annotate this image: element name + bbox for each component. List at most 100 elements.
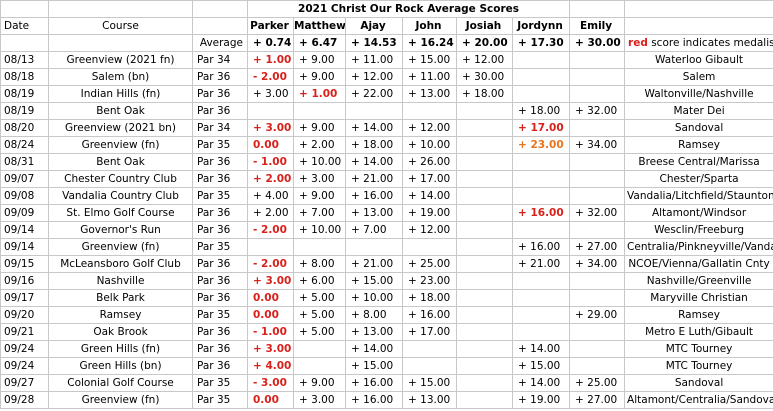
date-cell[interactable]: 09/16 [0, 272, 49, 290]
score-cell-ajay[interactable]: + 8.00 [345, 306, 403, 324]
course-cell[interactable]: Indian Hills (fn) [48, 85, 193, 103]
header-player-jordynn[interactable]: Jordynn [511, 17, 571, 35]
header-course[interactable]: Course [48, 17, 193, 35]
score-cell-ajay[interactable]: + 21.00 [345, 255, 403, 273]
opponent-cell[interactable]: Sandoval [624, 374, 773, 392]
average-label[interactable]: Average [192, 34, 248, 52]
opponent-cell[interactable]: Sandoval [624, 119, 773, 137]
score-cell-parker[interactable]: + 3.00 [247, 340, 294, 358]
score-cell-matthew[interactable]: + 9.00 [293, 51, 346, 69]
score-cell-john[interactable]: + 12.00 [402, 119, 457, 137]
score-cell-matthew[interactable]: + 5.00 [293, 306, 346, 324]
par-cell[interactable]: Par 36 [192, 221, 248, 239]
score-cell-jordynn[interactable] [511, 187, 571, 205]
score-cell-josiah[interactable] [456, 136, 513, 154]
score-cell-parker[interactable]: + 3.00 [247, 119, 294, 137]
score-cell-parker[interactable]: - 2.00 [247, 221, 294, 239]
date-cell[interactable]: 09/14 [0, 221, 49, 239]
score-cell-josiah[interactable] [456, 204, 513, 222]
score-cell-jordynn[interactable] [511, 323, 571, 341]
average-emily[interactable]: + 30.00 [569, 34, 626, 52]
score-cell-jordynn[interactable] [511, 221, 571, 239]
score-cell-josiah[interactable] [456, 374, 513, 392]
score-cell-john[interactable]: + 16.00 [402, 306, 457, 324]
par-cell[interactable]: Par 35 [192, 374, 248, 392]
score-cell-john[interactable]: + 23.00 [402, 272, 457, 290]
score-cell-josiah[interactable] [456, 391, 513, 409]
score-cell-matthew[interactable]: + 5.00 [293, 289, 346, 307]
sheet-title[interactable]: 2021 Christ Our Rock Average Scores [246, 0, 571, 18]
date-cell[interactable]: 09/08 [0, 187, 49, 205]
score-cell-josiah[interactable] [456, 323, 513, 341]
par-cell[interactable]: Par 35 [192, 136, 248, 154]
score-cell-matthew[interactable]: + 9.00 [293, 374, 346, 392]
score-cell-josiah[interactable] [456, 238, 513, 256]
opponent-cell[interactable]: Chester/Sparta [624, 170, 773, 188]
score-cell-emily[interactable] [569, 340, 626, 358]
score-cell-parker[interactable]: + 2.00 [247, 204, 294, 222]
date-cell[interactable]: 09/17 [0, 289, 49, 307]
score-cell-emily[interactable]: + 32.00 [569, 204, 626, 222]
score-cell-ajay[interactable]: + 15.00 [345, 357, 403, 375]
score-cell-josiah[interactable]: + 12.00 [456, 51, 513, 69]
score-cell-emily[interactable] [569, 51, 626, 69]
date-cell[interactable]: 09/27 [0, 374, 49, 392]
score-cell-john[interactable]: + 15.00 [402, 374, 457, 392]
score-cell-josiah[interactable] [456, 340, 513, 358]
par-cell[interactable]: Par 35 [192, 391, 248, 409]
course-cell[interactable]: Greenview (2021 bn) [48, 119, 193, 137]
score-cell-emily[interactable]: + 25.00 [569, 374, 626, 392]
score-cell-jordynn[interactable]: + 23.00 [511, 136, 571, 154]
opponent-cell[interactable]: Centralia/Pinkneyville/Vandalia [624, 238, 773, 256]
score-cell-jordynn[interactable]: + 14.00 [511, 340, 571, 358]
score-cell-jordynn[interactable]: + 16.00 [511, 238, 571, 256]
score-cell-john[interactable]: + 26.00 [402, 153, 457, 171]
score-cell-matthew[interactable]: + 10.00 [293, 221, 346, 239]
score-cell-josiah[interactable] [456, 119, 513, 137]
opponent-cell[interactable]: Mater Dei [624, 102, 773, 120]
score-cell-ajay[interactable]: + 7.00 [345, 221, 403, 239]
score-cell-john[interactable] [402, 102, 457, 120]
score-cell-john[interactable]: + 10.00 [402, 136, 457, 154]
par-cell[interactable]: Par 36 [192, 153, 248, 171]
course-cell[interactable]: Oak Brook [48, 323, 193, 341]
score-cell-ajay[interactable]: + 13.00 [345, 204, 403, 222]
score-cell-matthew[interactable]: + 2.00 [293, 136, 346, 154]
score-cell-josiah[interactable] [456, 153, 513, 171]
score-cell-ajay[interactable]: + 16.00 [345, 374, 403, 392]
score-cell-parker[interactable]: + 3.00 [247, 85, 294, 103]
score-cell-ajay[interactable]: + 14.00 [345, 119, 403, 137]
score-cell-josiah[interactable] [456, 102, 513, 120]
score-cell-jordynn[interactable]: + 17.00 [511, 119, 571, 137]
date-cell[interactable]: 09/20 [0, 306, 49, 324]
score-cell-ajay[interactable]: + 12.00 [345, 68, 403, 86]
score-cell-parker[interactable] [247, 102, 294, 120]
score-cell-ajay[interactable]: + 11.00 [345, 51, 403, 69]
score-cell-josiah[interactable] [456, 272, 513, 290]
course-cell[interactable]: Ramsey [48, 306, 193, 324]
score-cell-matthew[interactable]: + 6.00 [293, 272, 346, 290]
score-cell-jordynn[interactable]: + 14.00 [511, 374, 571, 392]
date-cell[interactable]: 09/24 [0, 340, 49, 358]
score-cell-matthew[interactable]: + 3.00 [293, 391, 346, 409]
course-cell[interactable]: Green Hills (bn) [48, 357, 193, 375]
score-cell-emily[interactable]: + 27.00 [569, 391, 626, 409]
score-cell-josiah[interactable]: + 18.00 [456, 85, 513, 103]
average-ajay[interactable]: + 14.53 [345, 34, 403, 52]
opponent-cell[interactable]: Ramsey [624, 136, 773, 154]
score-cell-matthew[interactable]: + 7.00 [293, 204, 346, 222]
score-cell-matthew[interactable]: + 5.00 [293, 323, 346, 341]
score-cell-parker[interactable]: - 3.00 [247, 374, 294, 392]
score-cell-john[interactable]: + 15.00 [402, 51, 457, 69]
course-cell[interactable]: Chester Country Club [48, 170, 193, 188]
score-cell-matthew[interactable] [293, 238, 346, 256]
date-cell[interactable]: 09/15 [0, 255, 49, 273]
course-cell[interactable]: Green Hills (fn) [48, 340, 193, 358]
score-cell-ajay[interactable]: + 14.00 [345, 340, 403, 358]
score-cell-emily[interactable] [569, 68, 626, 86]
par-cell[interactable]: Par 36 [192, 204, 248, 222]
score-cell-parker[interactable] [247, 238, 294, 256]
opponent-cell[interactable]: Altamont/Centralia/Sandoval [624, 391, 773, 409]
score-cell-john[interactable] [402, 340, 457, 358]
score-cell-matthew[interactable]: + 9.00 [293, 68, 346, 86]
